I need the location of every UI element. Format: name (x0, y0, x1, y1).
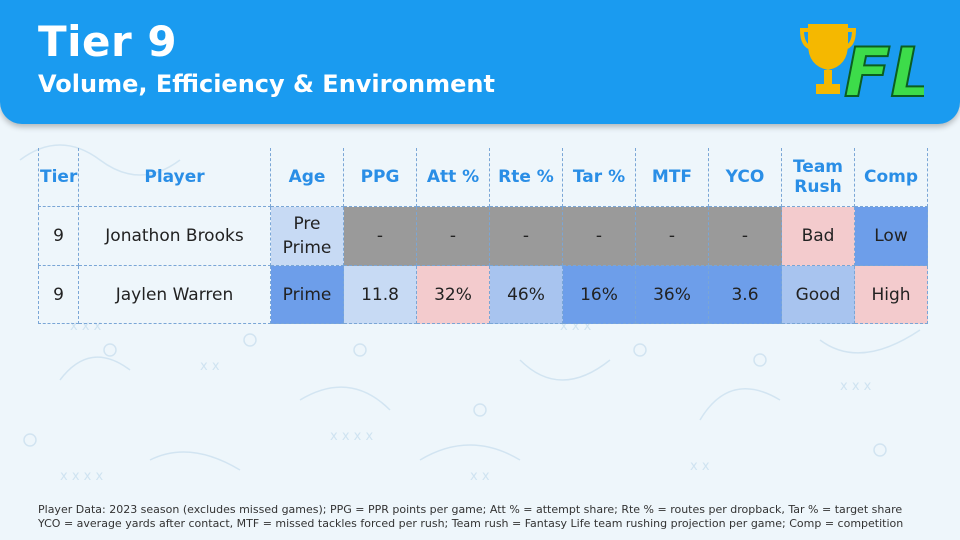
cell-tier: 9 (38, 206, 79, 266)
col-header-yco: YCO (708, 148, 782, 207)
cell-comp: High (854, 265, 928, 324)
col-header-mtf: MTF (635, 148, 709, 207)
tier-table: Tier Player Age PPG Att % Rte % Tar % MT… (38, 148, 928, 324)
cell-ppg: - (343, 206, 417, 266)
col-header-att: Att % (416, 148, 490, 207)
cell-att: - (416, 206, 490, 266)
svg-text:x x: x x (690, 459, 710, 474)
cell-team-rush: Bad (781, 206, 855, 266)
svg-text:x x x x: x x x x (330, 429, 373, 444)
svg-text:x x: x x (200, 359, 220, 374)
cell-team-rush: Good (781, 265, 855, 324)
svg-text:x x: x x (470, 469, 490, 484)
cell-mtf: 36% (635, 265, 709, 324)
cell-tar: - (562, 206, 636, 266)
page-title: Tier 9 (38, 17, 178, 66)
cell-yco: - (708, 206, 782, 266)
page-subtitle: Volume, Efficiency & Environment (38, 70, 495, 98)
col-header-age: Age (270, 148, 344, 207)
cell-ppg: 11.8 (343, 265, 417, 324)
cell-mtf: - (635, 206, 709, 266)
col-header-comp: Comp (854, 148, 928, 207)
cell-age: Prime (270, 265, 344, 324)
cell-yco: 3.6 (708, 265, 782, 324)
header-banner: Tier 9 Volume, Efficiency & Environment … (0, 0, 960, 124)
col-header-tar: Tar % (562, 148, 636, 207)
col-header-rte: Rte % (489, 148, 563, 207)
cell-comp: Low (854, 206, 928, 266)
footnote: Player Data: 2023 season (excludes misse… (38, 503, 938, 531)
table-row: 9 Jonathon Brooks Pre Prime - - - - - - … (38, 206, 928, 266)
col-header-player: Player (78, 148, 271, 207)
cell-player: Jaylen Warren (78, 265, 271, 324)
col-header-ppg: PPG (343, 148, 417, 207)
col-header-tier: Tier (38, 148, 79, 207)
trophy-icon (800, 24, 857, 94)
cell-age: Pre Prime (270, 206, 344, 266)
footnote-line-2: YCO = average yards after contact, MTF =… (38, 517, 904, 530)
cell-tier: 9 (38, 265, 79, 324)
cell-rte: 46% (489, 265, 563, 324)
cell-rte: - (489, 206, 563, 266)
cell-player: Jonathon Brooks (78, 206, 271, 266)
fantasy-life-trophy-logo: FL (800, 24, 924, 108)
table-row: 9 Jaylen Warren Prime 11.8 32% 46% 16% 3… (38, 265, 928, 324)
svg-text:x x x x: x x x x (60, 469, 103, 484)
col-header-team-rush: Team Rush (781, 148, 855, 207)
table-header-row: Tier Player Age PPG Att % Rte % Tar % MT… (38, 148, 928, 207)
cell-tar: 16% (562, 265, 636, 324)
svg-text:x x x: x x x (840, 379, 872, 394)
cell-att: 32% (416, 265, 490, 324)
footnote-line-1: Player Data: 2023 season (excludes misse… (38, 503, 903, 516)
svg-text:FL: FL (844, 34, 924, 108)
